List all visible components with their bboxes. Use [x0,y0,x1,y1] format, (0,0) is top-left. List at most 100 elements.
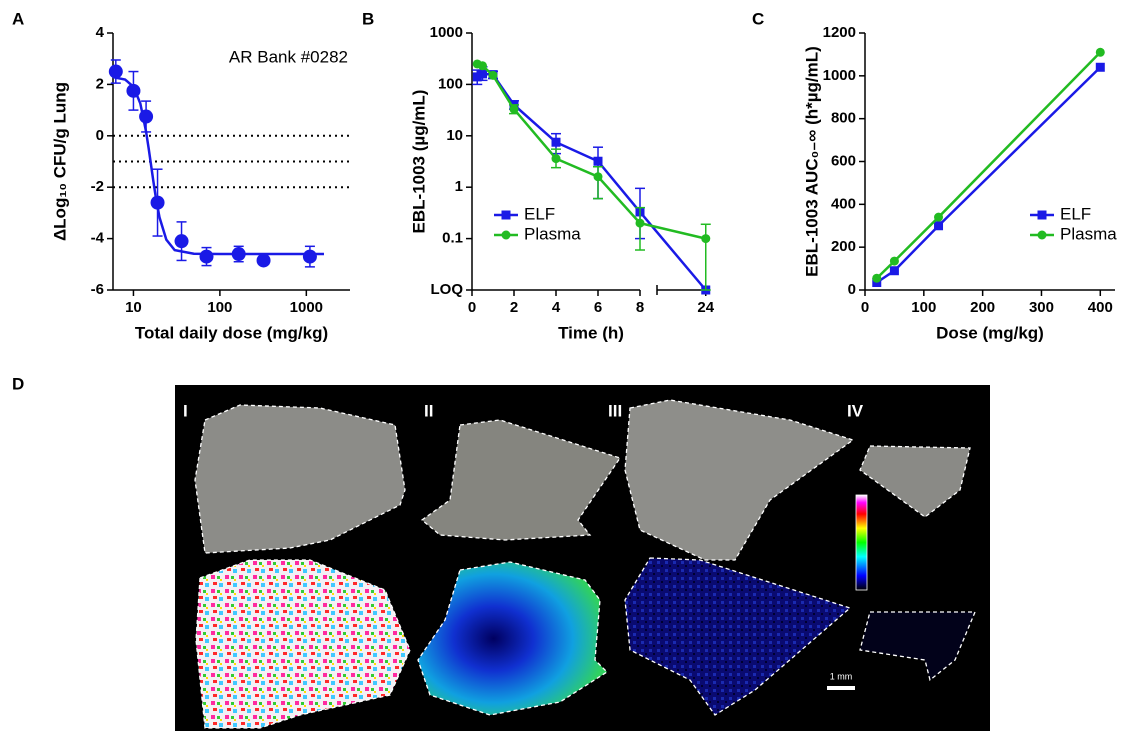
legend-label: Plasma [1060,224,1117,243]
x-tick-label: 200 [970,299,995,316]
y-tick-label: 400 [831,195,856,212]
legend-label: ELF [524,204,555,223]
legend-marker [1037,230,1047,240]
marker [174,234,189,249]
colorbar [855,494,868,591]
x-tick-label: 400 [1088,299,1113,316]
y-tick-label: -4 [91,230,105,247]
y-tick-label: -2 [91,178,104,195]
y-tick-label: 200 [831,238,856,255]
y-tick-label: 0 [848,281,856,298]
legend-label: ELF [1060,204,1091,223]
section-map [417,561,609,716]
section-map [195,559,411,729]
marker [934,212,944,222]
section-label: II [424,401,433,420]
section-map [624,557,852,716]
marker [593,172,603,182]
y-tick-label: 1000 [823,67,856,84]
x-tick-label: 2 [510,299,518,316]
legend-marker [501,210,511,220]
marker [478,69,487,79]
marker [635,218,645,228]
series-line [876,66,1102,284]
marker [108,64,123,79]
panel-label: D [12,374,24,393]
y-axis-label: ΔLog₁₀ CFU/g Lung [50,82,69,241]
annotation: AR Bank #0282 [229,47,348,66]
y-tick-label: 4 [96,24,105,41]
section-label: IV [847,401,864,420]
marker [872,273,882,283]
y-tick-label: 2 [96,75,104,92]
x-tick-label: 4 [552,299,561,316]
y-tick-label: 800 [831,110,856,127]
marker [551,137,561,147]
marker [889,256,899,266]
marker [472,72,482,82]
marker [488,70,498,80]
legend-marker [501,230,511,240]
marker [551,154,561,164]
marker [302,249,317,264]
marker [139,109,154,124]
marker [889,266,899,276]
marker [199,249,214,264]
x-tick-label: 8 [636,299,644,316]
x-axis-label: Dose (mg/kg) [936,323,1044,342]
marker [478,61,487,71]
section-photo [194,404,406,554]
marker [701,234,711,244]
x-tick-label: 10 [125,299,142,316]
x-tick-label: 1000 [290,299,323,316]
y-tick-label: 100 [438,75,463,92]
section-label: I [183,401,188,420]
marker [509,104,519,114]
series-line [875,51,1102,280]
y-tick-label: 600 [831,152,856,169]
marker [150,195,165,210]
panel-label: A [12,9,24,28]
x-tick-label: 0 [468,299,476,316]
fit-curve [112,75,324,256]
scale-bar [827,686,855,690]
marker [1095,47,1105,57]
y-tick-label: 0 [96,127,104,144]
section-map [859,611,976,682]
y-tick-label: 10 [446,127,463,144]
x-tick-label: 100 [911,299,936,316]
y-axis-label: EBL-1003 (µg/mL) [409,90,428,234]
scale-bar-label: 1 mm [830,671,853,681]
y-tick-label: 1 [455,178,463,195]
tissue-sections [194,399,976,729]
y-tick-label: 1200 [823,24,856,41]
image-panel: D I II III IV 1 mm [12,374,990,731]
section-photo [420,419,622,541]
y-tick-label: 0.1 [442,230,463,247]
marker [1095,62,1105,72]
panel-label: C [752,9,764,28]
y-tick-label: 1000 [430,24,463,41]
series-line [476,62,707,240]
x-tick-label: 24 [697,299,714,316]
y-tick-label: LOQ [431,281,464,298]
section-label: III [608,401,622,420]
y-axis-label: EBL-1003 AUC₀₋∞ (h*µg/mL) [802,46,821,277]
x-tick-label: 6 [594,299,602,316]
legend-marker [1037,210,1047,220]
x-tick-label: 0 [861,299,869,316]
y-tick-label: -6 [91,281,104,298]
section-photo [859,445,971,518]
panel-label: B [362,9,374,28]
marker [126,83,141,98]
legend-label: Plasma [524,224,581,243]
x-axis-label: Time (h) [558,323,624,342]
section-photo [624,399,855,561]
marker [934,221,944,231]
x-axis-label: Total daily dose (mg/kg) [135,323,328,342]
marker [231,247,246,262]
x-tick-label: 100 [207,299,232,316]
marker [593,156,603,166]
marker [256,253,271,268]
